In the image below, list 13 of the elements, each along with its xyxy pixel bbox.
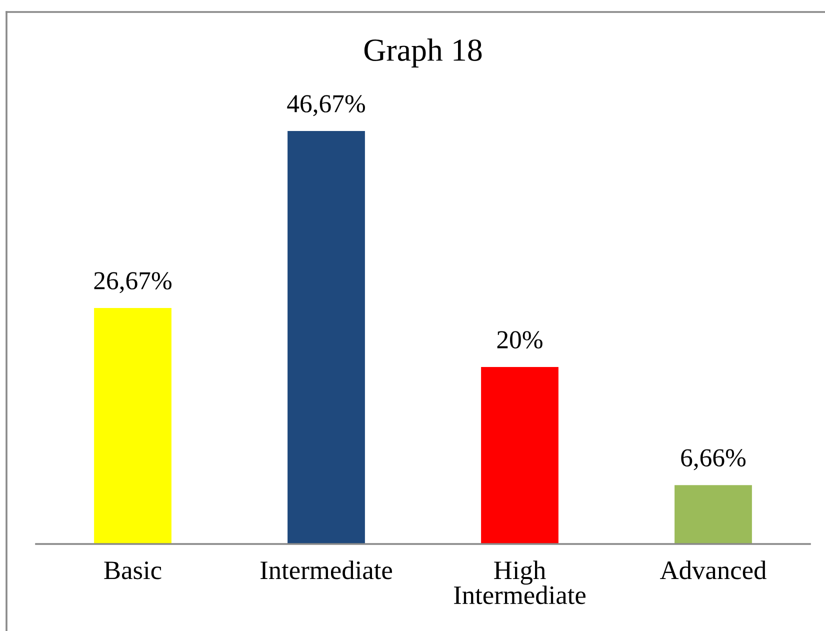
chart-title: Graph 18 — [364, 38, 482, 68]
x-tick-label: Intermediate — [260, 560, 392, 580]
bar — [288, 131, 365, 544]
data-label: 26,67% — [94, 272, 172, 294]
data-label: 46,67% — [287, 95, 365, 116]
bar — [94, 308, 172, 544]
data-label: 6,66% — [681, 449, 746, 470]
x-tick-label: Basic — [104, 562, 162, 580]
x-tick-label: High Intermediate — [454, 560, 586, 604]
data-label: 20% — [497, 331, 542, 349]
x-tick-label: Advanced — [660, 560, 766, 580]
bar — [674, 485, 752, 544]
bar — [481, 367, 558, 544]
